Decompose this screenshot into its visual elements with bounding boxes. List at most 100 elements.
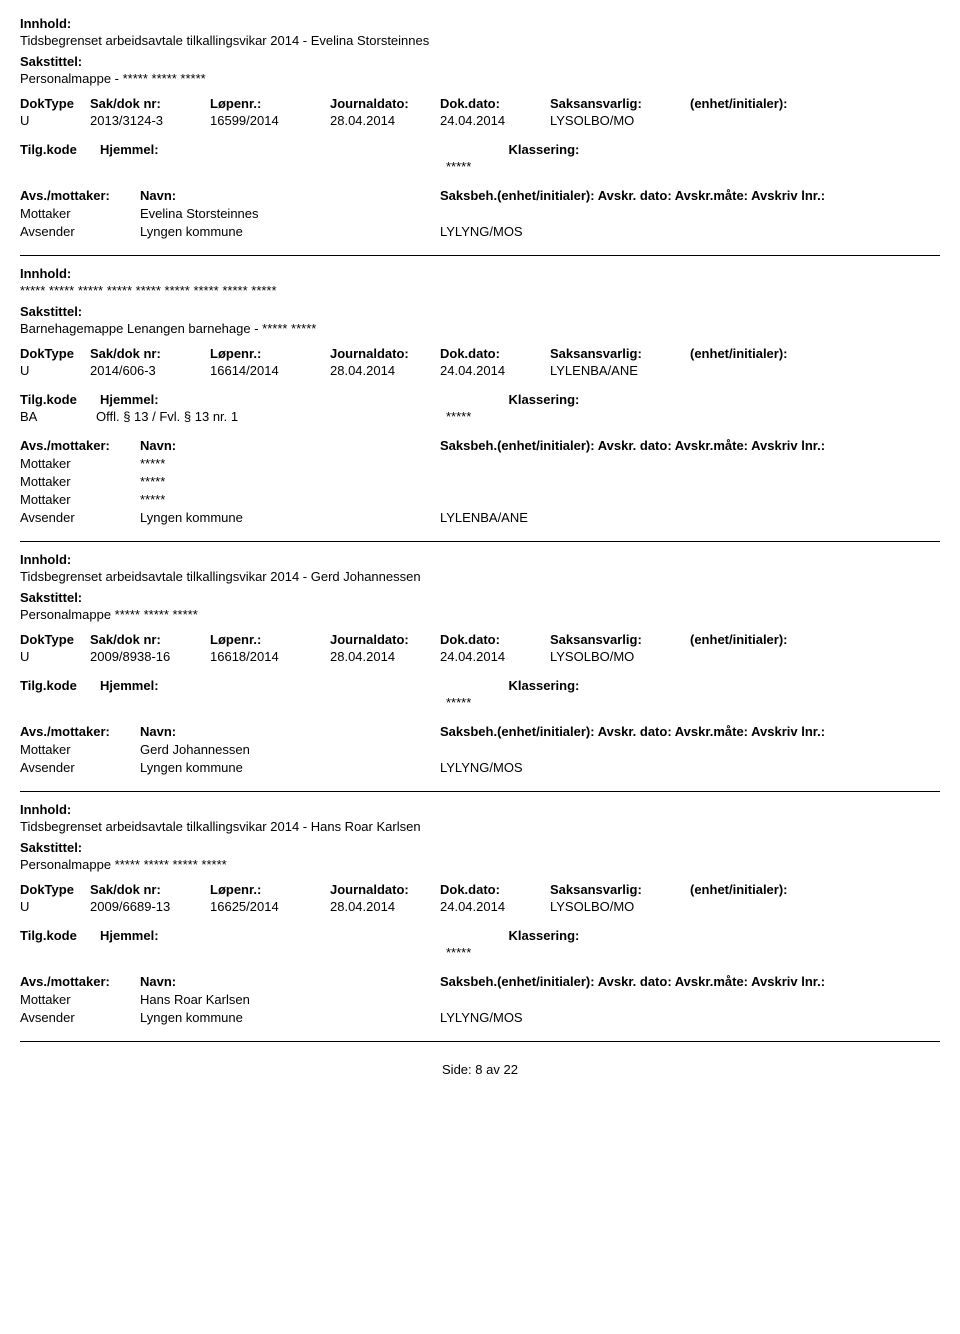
- sakstittel-text: Personalmappe ***** ***** ***** *****: [20, 857, 940, 872]
- journaldato-value: 28.04.2014: [330, 363, 440, 378]
- doktype-value: U: [20, 649, 90, 664]
- party-code: LYLENBA/ANE: [440, 510, 528, 525]
- avs-header-row: Avs./mottaker: Navn: Saksbeh.(enhet/init…: [20, 974, 940, 989]
- klassering-header: Klassering:: [509, 678, 580, 693]
- avs-mottaker-header: Avs./mottaker:: [20, 724, 140, 739]
- journaldato-header: Journaldato:: [330, 346, 440, 361]
- klassering-header: Klassering:: [509, 392, 580, 407]
- party-code: LYLYNG/MOS: [440, 224, 523, 239]
- side-label: Side:: [442, 1062, 472, 1077]
- innhold-text: Tidsbegrenset arbeidsavtale tilkallingsv…: [20, 33, 940, 48]
- lopenr-header: Løpenr.:: [210, 632, 330, 647]
- hjemmel-header: Hjemmel:: [100, 928, 159, 943]
- sakdoknr-header: Sak/dok nr:: [90, 346, 210, 361]
- hjemmel-data: *****: [20, 945, 940, 960]
- lopenr-value: 16625/2014: [210, 899, 330, 914]
- sakdoknr-header: Sak/dok nr:: [90, 882, 210, 897]
- party-row: Mottaker *****: [20, 456, 940, 471]
- enhet-header: (enhet/initialer):: [690, 96, 840, 111]
- sakstittel-text: Personalmappe - ***** ***** *****: [20, 71, 940, 86]
- party-role: Avsender: [20, 224, 140, 239]
- saksansvarlig-value: LYSOLBO/MO: [550, 899, 690, 914]
- journaldato-header: Journaldato:: [330, 96, 440, 111]
- navn-header: Navn:: [140, 724, 440, 739]
- sakstittel-text: Barnehagemappe Lenangen barnehage - ****…: [20, 321, 940, 336]
- sakdoknr-value: 2013/3124-3: [90, 113, 210, 128]
- journaldato-header: Journaldato:: [330, 882, 440, 897]
- journal-record: Innhold: Tidsbegrenset arbeidsavtale til…: [20, 16, 940, 256]
- party-row: Mottaker Gerd Johannessen: [20, 742, 940, 757]
- meta-row: DokType U Sak/dok nr: 2009/8938-16 Løpen…: [20, 632, 940, 664]
- journal-record: Innhold: Tidsbegrenset arbeidsavtale til…: [20, 802, 940, 1042]
- lopenr-value: 16614/2014: [210, 363, 330, 378]
- saksbeh-header: Saksbeh.(enhet/initialer): Avskr. dato: …: [440, 974, 825, 989]
- lopenr-header: Løpenr.:: [210, 96, 330, 111]
- hjemmel-data: BA Offl. § 13 / Fvl. § 13 nr. 1 *****: [20, 409, 940, 424]
- party-name: Lyngen kommune: [140, 510, 440, 525]
- party-row: Mottaker *****: [20, 492, 940, 507]
- avs-mottaker-header: Avs./mottaker:: [20, 438, 140, 453]
- innhold-text: ***** ***** ***** ***** ***** ***** ****…: [20, 283, 940, 298]
- party-row: Avsender Lyngen kommune LYLYNG/MOS: [20, 1010, 940, 1025]
- party-role: Mottaker: [20, 492, 140, 507]
- sakdoknr-header: Sak/dok nr:: [90, 96, 210, 111]
- saksbeh-header: Saksbeh.(enhet/initialer): Avskr. dato: …: [440, 724, 825, 739]
- tilgkode-value: [20, 945, 96, 960]
- saksansvarlig-value: LYLENBA/ANE: [550, 363, 690, 378]
- innhold-label: Innhold:: [20, 266, 940, 281]
- separator: [20, 255, 940, 256]
- journaldato-value: 28.04.2014: [330, 899, 440, 914]
- dokdato-value: 24.04.2014: [440, 649, 550, 664]
- saksansvarlig-header: Saksansvarlig:: [550, 632, 690, 647]
- klassering-header: Klassering:: [509, 142, 580, 157]
- saksansvarlig-header: Saksansvarlig:: [550, 346, 690, 361]
- party-code: LYLYNG/MOS: [440, 760, 523, 775]
- avs-header-row: Avs./mottaker: Navn: Saksbeh.(enhet/init…: [20, 438, 940, 453]
- party-name: Lyngen kommune: [140, 760, 440, 775]
- hjemmel-header: Hjemmel:: [100, 678, 159, 693]
- lopenr-header: Løpenr.:: [210, 882, 330, 897]
- tilgkode-header: Tilg.kode: [20, 928, 96, 943]
- klassering-value: *****: [446, 945, 471, 960]
- innhold-label: Innhold:: [20, 16, 940, 31]
- tilgkode-value: [20, 159, 96, 174]
- party-name: Gerd Johannessen: [140, 742, 440, 757]
- journal-record: Innhold: Tidsbegrenset arbeidsavtale til…: [20, 552, 940, 792]
- hjemmel-row: Tilg.kode Hjemmel: Klassering:: [20, 392, 940, 407]
- avs-mottaker-header: Avs./mottaker:: [20, 974, 140, 989]
- hjemmel-value: [96, 945, 446, 960]
- page-footer: Side: 8 av 22: [20, 1062, 940, 1077]
- enhet-header: (enhet/initialer):: [690, 882, 840, 897]
- tilgkode-value: [20, 695, 96, 710]
- navn-header: Navn:: [140, 974, 440, 989]
- journaldato-value: 28.04.2014: [330, 649, 440, 664]
- sakstittel-text: Personalmappe ***** ***** *****: [20, 607, 940, 622]
- party-role: Mottaker: [20, 206, 140, 221]
- party-role: Mottaker: [20, 742, 140, 757]
- sakstittel-label: Sakstittel:: [20, 590, 940, 605]
- sakstittel-label: Sakstittel:: [20, 840, 940, 855]
- hjemmel-value: Offl. § 13 / Fvl. § 13 nr. 1: [96, 409, 446, 424]
- klassering-value: *****: [446, 409, 471, 424]
- party-role: Mottaker: [20, 474, 140, 489]
- sakstittel-label: Sakstittel:: [20, 304, 940, 319]
- party-name: Hans Roar Karlsen: [140, 992, 440, 1007]
- sakdoknr-value: 2009/8938-16: [90, 649, 210, 664]
- separator: [20, 1041, 940, 1042]
- party-name: Lyngen kommune: [140, 1010, 440, 1025]
- hjemmel-row: Tilg.kode Hjemmel: Klassering:: [20, 928, 940, 943]
- saksansvarlig-value: LYSOLBO/MO: [550, 649, 690, 664]
- enhet-header: (enhet/initialer):: [690, 346, 840, 361]
- journal-record: Innhold: ***** ***** ***** ***** ***** *…: [20, 266, 940, 542]
- journaldato-value: 28.04.2014: [330, 113, 440, 128]
- meta-row: DokType U Sak/dok nr: 2014/606-3 Løpenr.…: [20, 346, 940, 378]
- dokdato-header: Dok.dato:: [440, 346, 550, 361]
- hjemmel-data: *****: [20, 695, 940, 710]
- dokdato-header: Dok.dato:: [440, 882, 550, 897]
- separator: [20, 541, 940, 542]
- dokdato-value: 24.04.2014: [440, 363, 550, 378]
- separator: [20, 791, 940, 792]
- party-row: Mottaker Evelina Storsteinnes: [20, 206, 940, 221]
- party-row: Mottaker *****: [20, 474, 940, 489]
- party-name: *****: [140, 474, 440, 489]
